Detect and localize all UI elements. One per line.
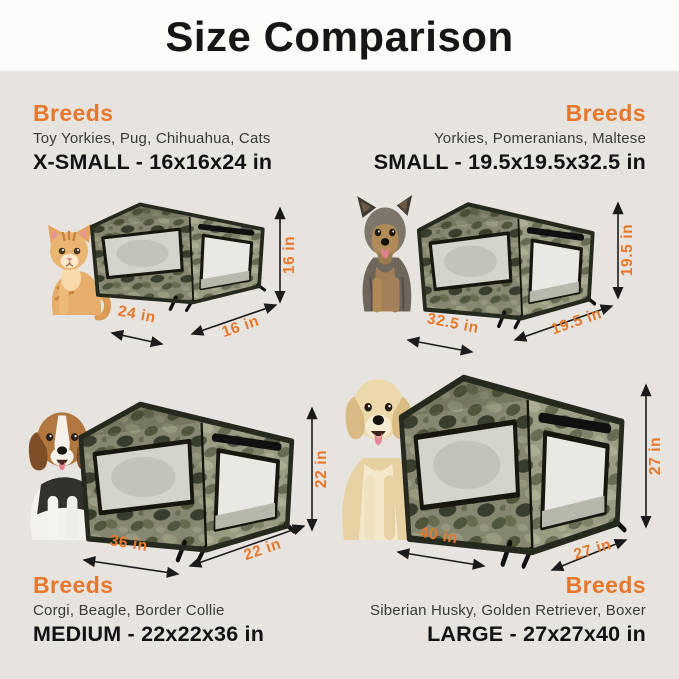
scene-large: 27 in 40 in 27 in: [342, 356, 664, 582]
small-breeds-list: Yorkies, Pomeranians, Maltese: [433, 130, 646, 148]
scene-x-small: 16 in 24 in 16 in: [28, 186, 298, 348]
title-band: Size Comparison: [0, 0, 679, 71]
width-dimension-arrow: [188, 524, 306, 568]
large-breeds-list: Siberian Husky, Golden Retriever, Boxer: [370, 602, 646, 620]
yorkie-illustration: [355, 193, 414, 314]
width-dimension-label: 27 in: [572, 536, 614, 563]
camo-kennel-x-small: [92, 204, 265, 310]
length-dimension-arrow: [110, 329, 164, 348]
medium-breeds-list: Corgi, Beagle, Border Collie: [33, 602, 225, 620]
height-dimension-label: 27 in: [647, 437, 664, 475]
x-small-breeds-list: Toy Yorkies, Pug, Chihuahua, Cats: [33, 130, 271, 148]
width-dimension-arrow: [190, 303, 278, 336]
length-dimension-arrow: [396, 548, 486, 570]
large-size-label: LARGE - 27x27x40 in: [427, 621, 646, 646]
medium-size-label: MEDIUM - 22x22x36 in: [33, 621, 265, 646]
width-dimension-label: 16 in: [220, 312, 262, 341]
length-dimension-arrow: [82, 556, 180, 578]
length-dimension-arrow: [406, 336, 474, 356]
scene-small: 19.5 in 32.5 in 19.5 in: [355, 193, 636, 356]
height-dimension-label: 19.5 in: [619, 224, 636, 276]
small-text-block: Breeds Yorkies, Pomeranians, Maltese SMA…: [326, 100, 646, 176]
large-text-block: Breeds Siberian Husky, Golden Retriever,…: [326, 572, 646, 648]
camo-kennel-small: [419, 204, 595, 327]
height-dimension-label: 16 in: [281, 236, 298, 274]
length-dimension-label: 36 in: [108, 532, 149, 555]
width-dimension-arrow: [513, 304, 614, 342]
x-small-breeds-heading: Breeds: [33, 100, 114, 126]
small-breeds-heading: Breeds: [565, 100, 646, 126]
scene-medium: 22 in 36 in 22 in: [28, 380, 330, 578]
x-small-size-label: X-SMALL - 16x16x24 in: [33, 149, 273, 174]
large-breeds-heading: Breeds: [565, 572, 646, 598]
height-dimension-label: 22 in: [313, 450, 330, 488]
length-dimension-label: 40 in: [418, 524, 459, 547]
page-title: Size Comparison: [165, 12, 514, 60]
x-small-text-block: Breeds Toy Yorkies, Pug, Chihuahua, Cats…: [33, 100, 353, 176]
length-dimension-label: 24 in: [116, 303, 157, 327]
small-size-label: SMALL - 19.5x19.5x32.5 in: [373, 149, 646, 174]
width-dimension-arrow: [550, 539, 628, 571]
